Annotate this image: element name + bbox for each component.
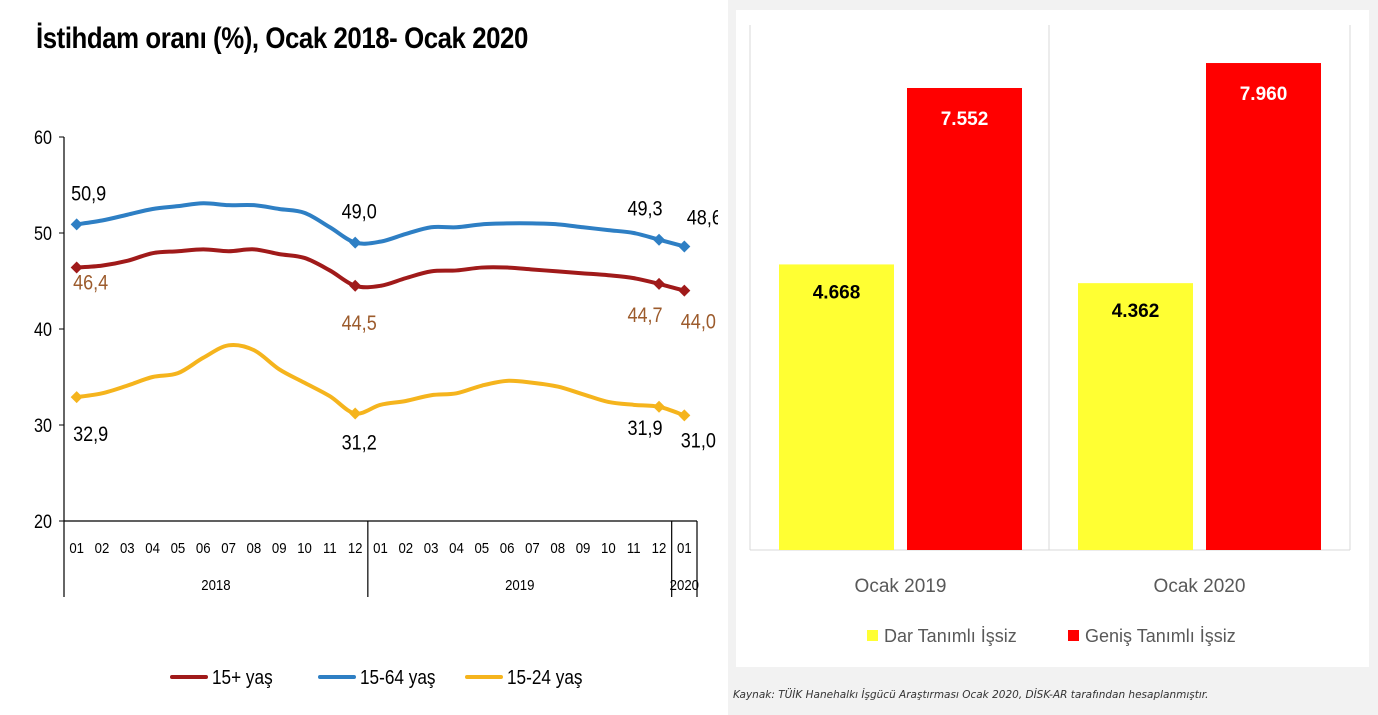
data-label: 44,5 xyxy=(342,312,377,336)
data-point-marker xyxy=(653,400,666,413)
x-category-label: Ocak 2019 xyxy=(855,576,947,597)
legend-swatch xyxy=(867,630,878,641)
year-label: 2020 xyxy=(670,576,699,593)
x-tick-label: 08 xyxy=(247,539,262,556)
data-point-marker xyxy=(70,261,83,274)
legend-swatch xyxy=(1068,630,1079,641)
x-tick-label: 01 xyxy=(373,539,388,556)
data-label: 4.362 xyxy=(1112,301,1160,322)
data-label: 49,0 xyxy=(342,200,377,224)
series-line xyxy=(74,342,687,418)
legend-label: 15-24 yaş xyxy=(507,666,582,689)
x-tick-label: 04 xyxy=(449,539,464,556)
x-tick-label: 12 xyxy=(652,539,667,556)
employment-rate-chart-panel: İstihdam oranı (%), Ocak 2018- Ocak 2020… xyxy=(34,22,718,689)
series-line xyxy=(74,247,687,293)
data-point-marker xyxy=(653,233,666,246)
x-tick-label: 01 xyxy=(69,539,84,556)
data-point-marker xyxy=(70,218,83,231)
data-point-marker xyxy=(653,277,666,290)
data-label: 31,2 xyxy=(342,431,377,455)
x-tick-label: 12 xyxy=(348,539,363,556)
source-note: Kaynak: TÜİK Hanehalkı İşgücü Araştırmas… xyxy=(733,689,1209,701)
data-point-marker xyxy=(678,240,691,253)
data-label: 49,3 xyxy=(627,197,662,221)
data-label: 31,9 xyxy=(627,417,662,441)
data-label: 7.552 xyxy=(941,109,989,130)
data-label: 31,0 xyxy=(681,429,716,453)
x-tick-label: 11 xyxy=(627,539,641,556)
data-point-marker xyxy=(349,407,362,420)
legend-label: 15-64 yaş xyxy=(360,666,435,689)
x-tick-label: 07 xyxy=(525,539,540,556)
x-tick-label: 10 xyxy=(601,539,616,556)
x-tick-label: 04 xyxy=(145,539,160,556)
data-point-marker xyxy=(678,284,691,297)
x-tick-label: 09 xyxy=(272,539,287,556)
x-tick-label: 10 xyxy=(297,539,312,556)
legend-label: Dar Tanımlı İşsiz xyxy=(884,626,1017,646)
y-tick-label: 20 xyxy=(34,511,52,533)
x-tick-label: 03 xyxy=(424,539,439,556)
data-label: 46,4 xyxy=(73,271,108,295)
x-tick-label: 07 xyxy=(221,539,236,556)
x-tick-label: 05 xyxy=(474,539,489,556)
x-category-label: Ocak 2020 xyxy=(1154,576,1246,597)
x-tick-label: 11 xyxy=(323,539,337,556)
x-tick-label: 09 xyxy=(576,539,591,556)
year-label: 2019 xyxy=(505,576,534,593)
chart-title: İstihdam oranı (%), Ocak 2018- Ocak 2020 xyxy=(36,22,528,55)
bar xyxy=(779,264,894,550)
x-tick-label: 05 xyxy=(171,539,186,556)
y-tick-label: 60 xyxy=(34,127,52,149)
data-label: 4.668 xyxy=(813,282,861,303)
data-label: 48,6 xyxy=(687,206,718,230)
unemployment-bar-chart: 4.668 7.552 Ocak 2019 4.362 7.960 Ocak 2020 Da… xyxy=(749,25,1351,646)
bar xyxy=(1078,283,1193,550)
x-tick-label: 06 xyxy=(196,539,211,556)
unemployment-bar-chart-panel: 4.668 7.552 Ocak 2019 4.362 7.960 Ocak 2020 Da… xyxy=(728,0,1378,715)
series-line xyxy=(74,201,687,249)
y-tick-label: 40 xyxy=(34,319,52,341)
x-tick-label: 01 xyxy=(677,539,692,556)
year-label: 2018 xyxy=(201,576,230,593)
data-point-marker xyxy=(678,409,691,422)
legend-label: 15+ yaş xyxy=(212,666,273,689)
x-tick-label: 08 xyxy=(550,539,565,556)
x-tick-label: 06 xyxy=(500,539,515,556)
data-label: 44,7 xyxy=(627,304,662,328)
bar xyxy=(907,87,1022,550)
x-tick-label: 02 xyxy=(398,539,413,556)
data-label: 7.960 xyxy=(1240,84,1288,105)
data-label: 32,9 xyxy=(73,423,108,447)
employment-line-chart: 20 30 40 50 60 01 02 03 04 05 06 07 08 09 10 11 12 01 02 03… xyxy=(34,127,718,689)
y-tick-label: 30 xyxy=(34,415,52,437)
legend-label: Geniş Tanımlı İşsiz xyxy=(1085,626,1236,646)
data-point-marker xyxy=(349,279,362,292)
data-point-marker xyxy=(349,236,362,249)
data-label: 50,9 xyxy=(71,182,106,206)
bar-chart-area: 4.668 7.552 Ocak 2019 4.362 7.960 Ocak 2020 Da… xyxy=(736,10,1369,667)
bar xyxy=(1206,63,1321,551)
data-point-marker xyxy=(70,391,83,404)
data-label: 44,0 xyxy=(681,310,716,334)
x-tick-label: 02 xyxy=(95,539,110,556)
y-tick-label: 50 xyxy=(34,223,52,245)
x-tick-label: 03 xyxy=(120,539,135,556)
